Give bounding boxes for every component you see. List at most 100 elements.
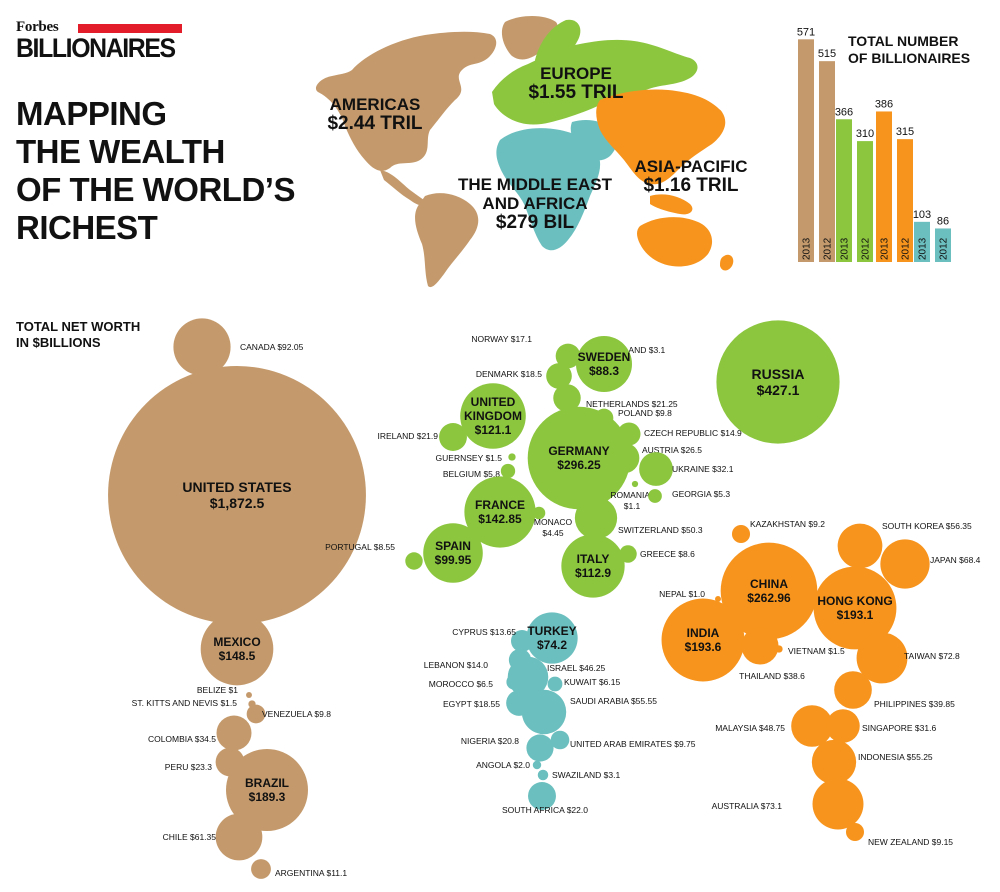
bubble-new-zealand	[845, 822, 865, 842]
bubble-romania	[631, 480, 639, 488]
bubble-label-peru: PERU $23.3	[165, 762, 213, 772]
bubble-label-argentina: ARGENTINA $11.1	[275, 868, 347, 878]
bubble-label-st-kitts-and-nevis: ST. KITTS AND NEVIS $1.5	[132, 698, 238, 708]
bar-middle-east-and-africa-2013	[914, 221, 930, 262]
bubble-label-kuwait: KUWAIT $6.15	[564, 677, 620, 687]
bubble-label-india: INDIA	[687, 626, 720, 640]
map-southeast-asia	[650, 194, 693, 215]
bubble-label-morocco: MOROCCO $6.5	[429, 679, 494, 689]
bubble-label-india: $193.6	[685, 640, 722, 654]
bubble-label-austria: AUSTRIA $26.5	[642, 445, 702, 455]
bubble-india	[661, 598, 745, 682]
region-label-middle-east-africa: THE MIDDLE EAST AND AFRICA $279 BIL	[440, 175, 630, 232]
bubble-label-japan: JAPAN $68.4	[930, 555, 981, 565]
bubble-label-turkey: $74.2	[537, 638, 567, 652]
bubble-brazil	[225, 748, 309, 832]
bar-value-label: 103	[913, 209, 931, 221]
bubble-label-new-zealand: NEW ZEALAND $9.15	[868, 837, 953, 847]
region-name-americas: AMERICAS	[329, 95, 421, 114]
bubble-belgium	[500, 463, 516, 479]
bubble-label-angola: ANGOLA $2.0	[476, 760, 530, 770]
bubble-label-chile: CHILE $61.35	[163, 832, 217, 842]
bar-year-label: 2012	[901, 237, 912, 260]
bubble-chart-title: TOTAL NET WORTH IN $BILLIONS	[16, 319, 141, 350]
bubble-label-finland: FINLAND $3.1	[610, 345, 666, 355]
bubble-label-georgia: GEORGIA $5.3	[672, 489, 730, 499]
bubble-germany	[527, 406, 631, 510]
bubble-netherlands	[553, 384, 581, 412]
bubble-label-colombia: COLOMBIA $34.5	[148, 734, 216, 744]
bubble-kuwait	[547, 676, 563, 692]
map-north-america	[315, 31, 497, 171]
bubble-denmark	[546, 363, 572, 389]
bubble-label-poland: POLAND $9.8	[618, 408, 672, 418]
bubble-label-united-kingdom: UNITED	[471, 395, 516, 409]
bubble-label-united-kingdom: KINGDOM	[464, 409, 522, 423]
bubble-label-italy: ITALY	[577, 552, 610, 566]
bubble-switzerland	[574, 496, 618, 540]
bubble-label-monaco: MONACO	[534, 517, 573, 527]
region-name-middle-east-africa: THE MIDDLE EAST AND AFRICA	[458, 175, 612, 213]
bubble-label-sweden: SWEDEN	[578, 350, 631, 364]
bubble-monaco	[532, 506, 546, 520]
bar-chart-title: TOTAL NUMBER OF BILLIONAIRES	[848, 33, 971, 66]
bubble-label-spain: $99.95	[435, 553, 472, 567]
map-new-zealand	[720, 254, 734, 271]
bubble-label-germany: GERMANY	[548, 444, 609, 458]
bubble-label-canada: CANADA $92.05	[240, 342, 304, 352]
bubble-portugal	[405, 552, 423, 570]
map-asia	[596, 89, 726, 185]
bubble-saudi-arabia	[521, 689, 567, 735]
bubble-label-greece: GREECE $8.6	[640, 549, 695, 559]
bubble-label-italy: $112.9	[575, 566, 611, 580]
region-value-americas: $2.44 TRIL	[327, 113, 423, 134]
bubble-angola	[532, 760, 542, 770]
bubble-australia	[812, 778, 864, 830]
bubble-label-saudi-arabia: SAUDI ARABIA $55.55	[570, 696, 657, 706]
bubble-value-romania: $1.1	[624, 501, 641, 511]
world-map	[315, 16, 734, 288]
map-south-america	[415, 193, 479, 288]
bubble-sweden	[575, 335, 633, 393]
bubble-south-korea	[837, 523, 883, 569]
bar-americas-2013	[798, 39, 814, 263]
bubble-label-china: $262.96	[747, 591, 791, 605]
bubble-venezuela	[246, 704, 266, 724]
bubble-label-france: FRANCE	[475, 498, 525, 512]
bar-value-label: 515	[818, 48, 836, 60]
region-label-asia-pacific: ASIA-PACIFIC $1.16 TRIL	[616, 157, 766, 195]
bubble-nepal	[715, 596, 721, 602]
bubble-label-lebanon: LEBANON $14.0	[424, 660, 489, 670]
bubble-label-israel: ISRAEL $46.25	[547, 663, 606, 673]
bubble-label-guernsey: GUERNSEY $1.5	[436, 453, 503, 463]
bubble-kazakhstan	[731, 524, 751, 544]
bar-value-label: 571	[797, 26, 815, 38]
bar-europe-2013	[836, 119, 852, 262]
bubble-label-belgium: BELGIUM $5.8	[443, 469, 500, 479]
bubble-label-venezuela: VENEZUELA $9.8	[262, 709, 331, 719]
logo-forbes-text: Forbes	[16, 19, 59, 35]
bar-year-label: 2013	[880, 237, 891, 260]
bubble-label-australia: AUSTRALIA $73.1	[712, 801, 783, 811]
logo-red-bar	[78, 24, 182, 33]
bar-year-label: 2012	[861, 237, 872, 260]
bubble-indonesia	[811, 739, 857, 785]
bubble-south-africa	[528, 782, 556, 810]
bubble-russia	[716, 320, 840, 444]
bubble-label-vietnam: VIETNAM $1.5	[788, 646, 845, 656]
bubble-singapore	[826, 709, 860, 743]
bubble-label-cyprus: CYPRUS $13.65	[452, 627, 516, 637]
bar-year-label: 2013	[918, 237, 929, 260]
bubble-malaysia	[791, 705, 833, 747]
bubble-label-turkey: TURKEY	[527, 624, 576, 638]
bubble-label-hong-kong: HONG KONG	[817, 594, 892, 608]
bubble-colombia	[216, 715, 252, 751]
bar-value-label: 386	[875, 98, 893, 110]
bar-year-label: 2013	[802, 237, 813, 260]
bubble-france	[464, 476, 536, 548]
bubble-label-belize: BELIZE $1	[197, 685, 238, 695]
map-central-america	[380, 170, 430, 207]
bubble-nigeria	[526, 734, 554, 762]
bubble-label-taiwan: TAIWAN $72.8	[904, 651, 960, 661]
